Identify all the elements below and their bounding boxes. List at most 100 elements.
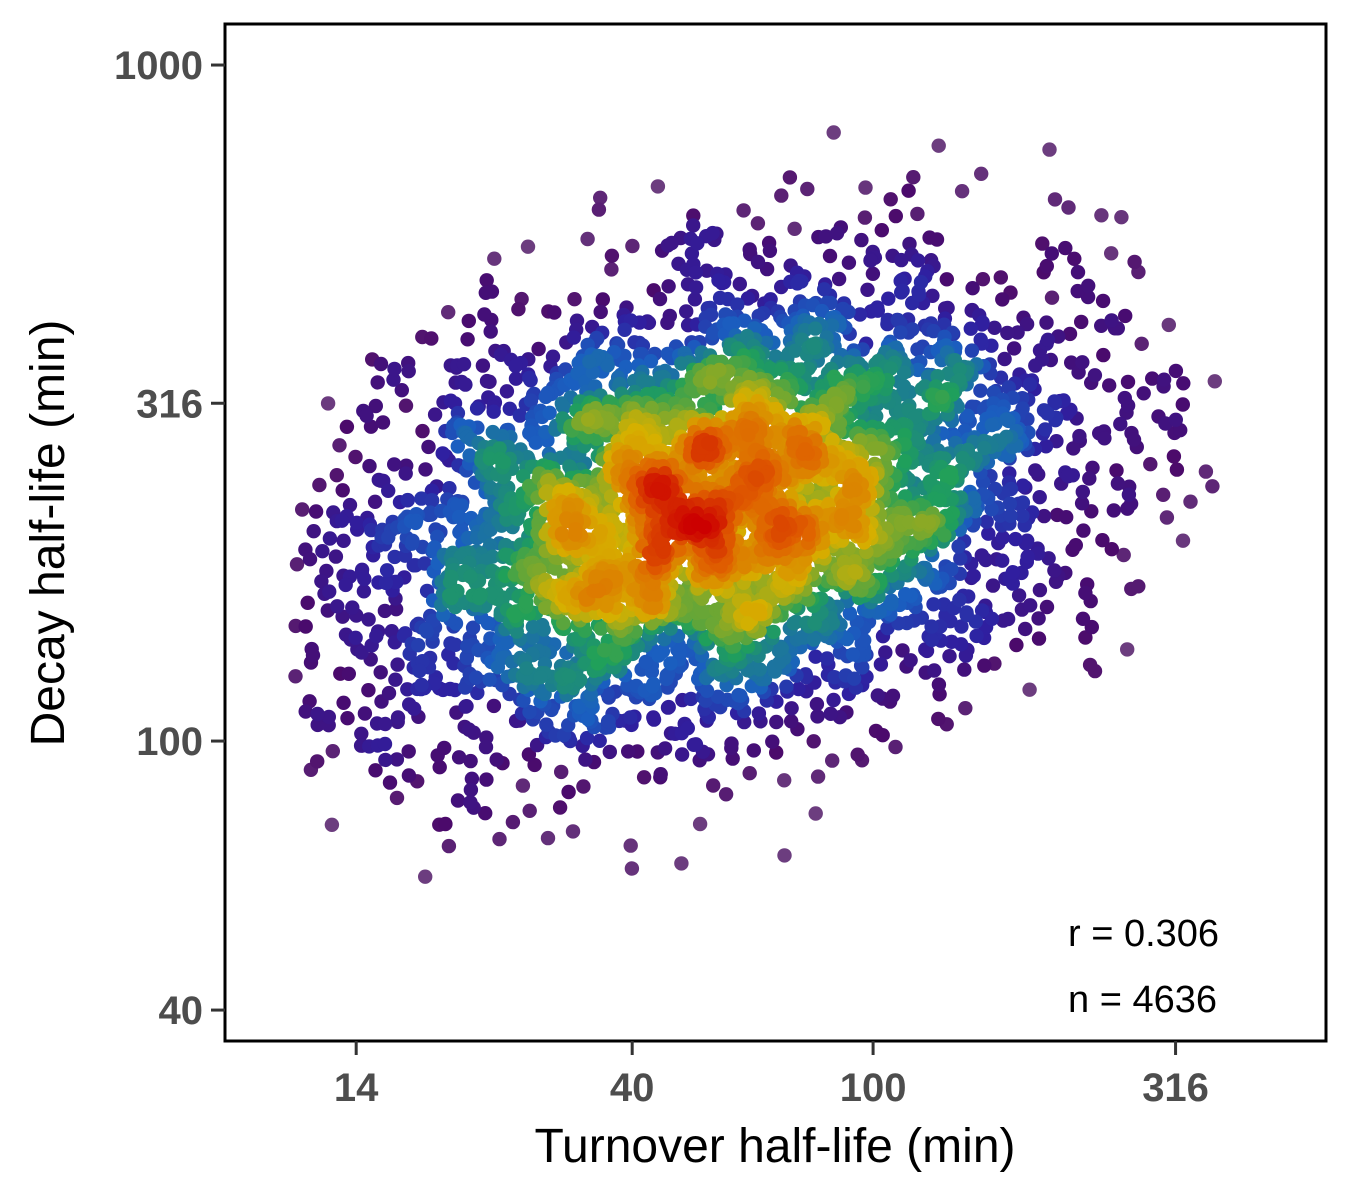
data-point xyxy=(1061,200,1076,215)
data-point xyxy=(442,588,457,603)
data-point xyxy=(1081,278,1096,293)
data-point xyxy=(984,611,1000,626)
data-point xyxy=(1134,336,1149,351)
data-point xyxy=(593,190,608,205)
data-point xyxy=(1047,563,1062,578)
data-point xyxy=(1131,579,1146,594)
data-point xyxy=(1145,371,1160,386)
data-point xyxy=(1039,258,1055,274)
data-point xyxy=(828,396,844,411)
y-tick-label: 316 xyxy=(136,382,203,426)
data-point xyxy=(979,514,994,529)
data-point xyxy=(442,481,457,496)
data-point xyxy=(324,817,340,832)
data-point xyxy=(766,624,781,640)
data-point xyxy=(896,365,912,380)
data-point xyxy=(554,526,570,541)
data-point xyxy=(604,262,619,277)
data-point xyxy=(1039,599,1055,615)
data-point xyxy=(762,243,778,258)
data-point xyxy=(1011,588,1027,603)
data-point xyxy=(660,315,675,330)
data-point xyxy=(981,526,996,541)
data-point xyxy=(340,711,355,726)
data-point xyxy=(388,672,403,687)
x-tick-label: 40 xyxy=(610,1066,655,1110)
y-axis-title: Decay half-life (min) xyxy=(22,320,75,747)
data-point xyxy=(687,292,703,307)
data-point xyxy=(591,202,607,217)
data-point xyxy=(424,331,439,346)
data-point xyxy=(731,687,746,703)
data-point xyxy=(977,440,992,456)
data-point xyxy=(463,782,479,798)
data-point xyxy=(1136,386,1151,401)
data-point xyxy=(964,343,980,358)
data-point xyxy=(1183,494,1198,509)
data-point xyxy=(765,734,780,749)
data-point xyxy=(565,824,581,839)
data-point xyxy=(1009,637,1024,653)
data-point xyxy=(401,744,416,759)
data-point xyxy=(310,706,325,722)
data-point xyxy=(924,632,940,648)
data-point xyxy=(952,592,967,607)
data-point xyxy=(736,203,751,218)
data-point xyxy=(423,505,438,520)
data-point xyxy=(810,709,825,724)
data-point xyxy=(690,236,705,251)
count-annotation: n = 4636 xyxy=(1068,979,1217,1021)
data-point xyxy=(459,699,474,714)
data-point xyxy=(841,255,857,270)
data-point xyxy=(664,235,679,251)
data-point xyxy=(692,816,708,832)
data-point xyxy=(566,330,581,345)
data-point xyxy=(446,656,461,671)
x-tick-label: 14 xyxy=(334,1066,379,1110)
data-point xyxy=(572,699,587,715)
data-point xyxy=(910,362,926,378)
data-point xyxy=(1159,510,1175,525)
data-point xyxy=(782,170,798,185)
data-point xyxy=(305,648,321,663)
data-point xyxy=(336,695,351,710)
data-point xyxy=(680,720,695,736)
data-point xyxy=(657,632,672,647)
data-point xyxy=(390,710,406,725)
data-point xyxy=(935,389,950,405)
data-point xyxy=(1070,265,1086,280)
data-point xyxy=(320,396,336,411)
data-point xyxy=(944,562,959,577)
data-point xyxy=(1094,208,1109,223)
data-point xyxy=(746,743,761,758)
data-point xyxy=(787,221,802,236)
data-point xyxy=(600,358,615,373)
y-tick-label: 40 xyxy=(159,989,204,1033)
data-point xyxy=(596,643,612,658)
data-point xyxy=(556,616,571,631)
data-point xyxy=(1104,313,1119,328)
data-point xyxy=(312,477,327,493)
data-point xyxy=(997,351,1012,367)
data-point xyxy=(1039,315,1054,330)
data-point xyxy=(974,603,990,618)
data-point xyxy=(591,583,606,599)
data-point xyxy=(384,624,399,639)
data-point xyxy=(854,232,869,248)
data-point xyxy=(1058,240,1073,256)
data-point xyxy=(950,399,965,414)
data-point xyxy=(470,685,485,701)
data-point xyxy=(827,670,842,685)
data-point xyxy=(847,505,863,520)
data-point xyxy=(1042,142,1057,157)
data-point xyxy=(1156,372,1172,387)
data-point xyxy=(1117,390,1133,406)
data-point xyxy=(852,307,868,322)
data-point xyxy=(858,180,873,195)
data-point xyxy=(1166,449,1182,464)
data-point xyxy=(602,744,617,760)
data-point xyxy=(679,304,694,319)
data-point xyxy=(951,539,966,554)
data-point xyxy=(388,602,404,617)
data-point xyxy=(519,595,534,610)
